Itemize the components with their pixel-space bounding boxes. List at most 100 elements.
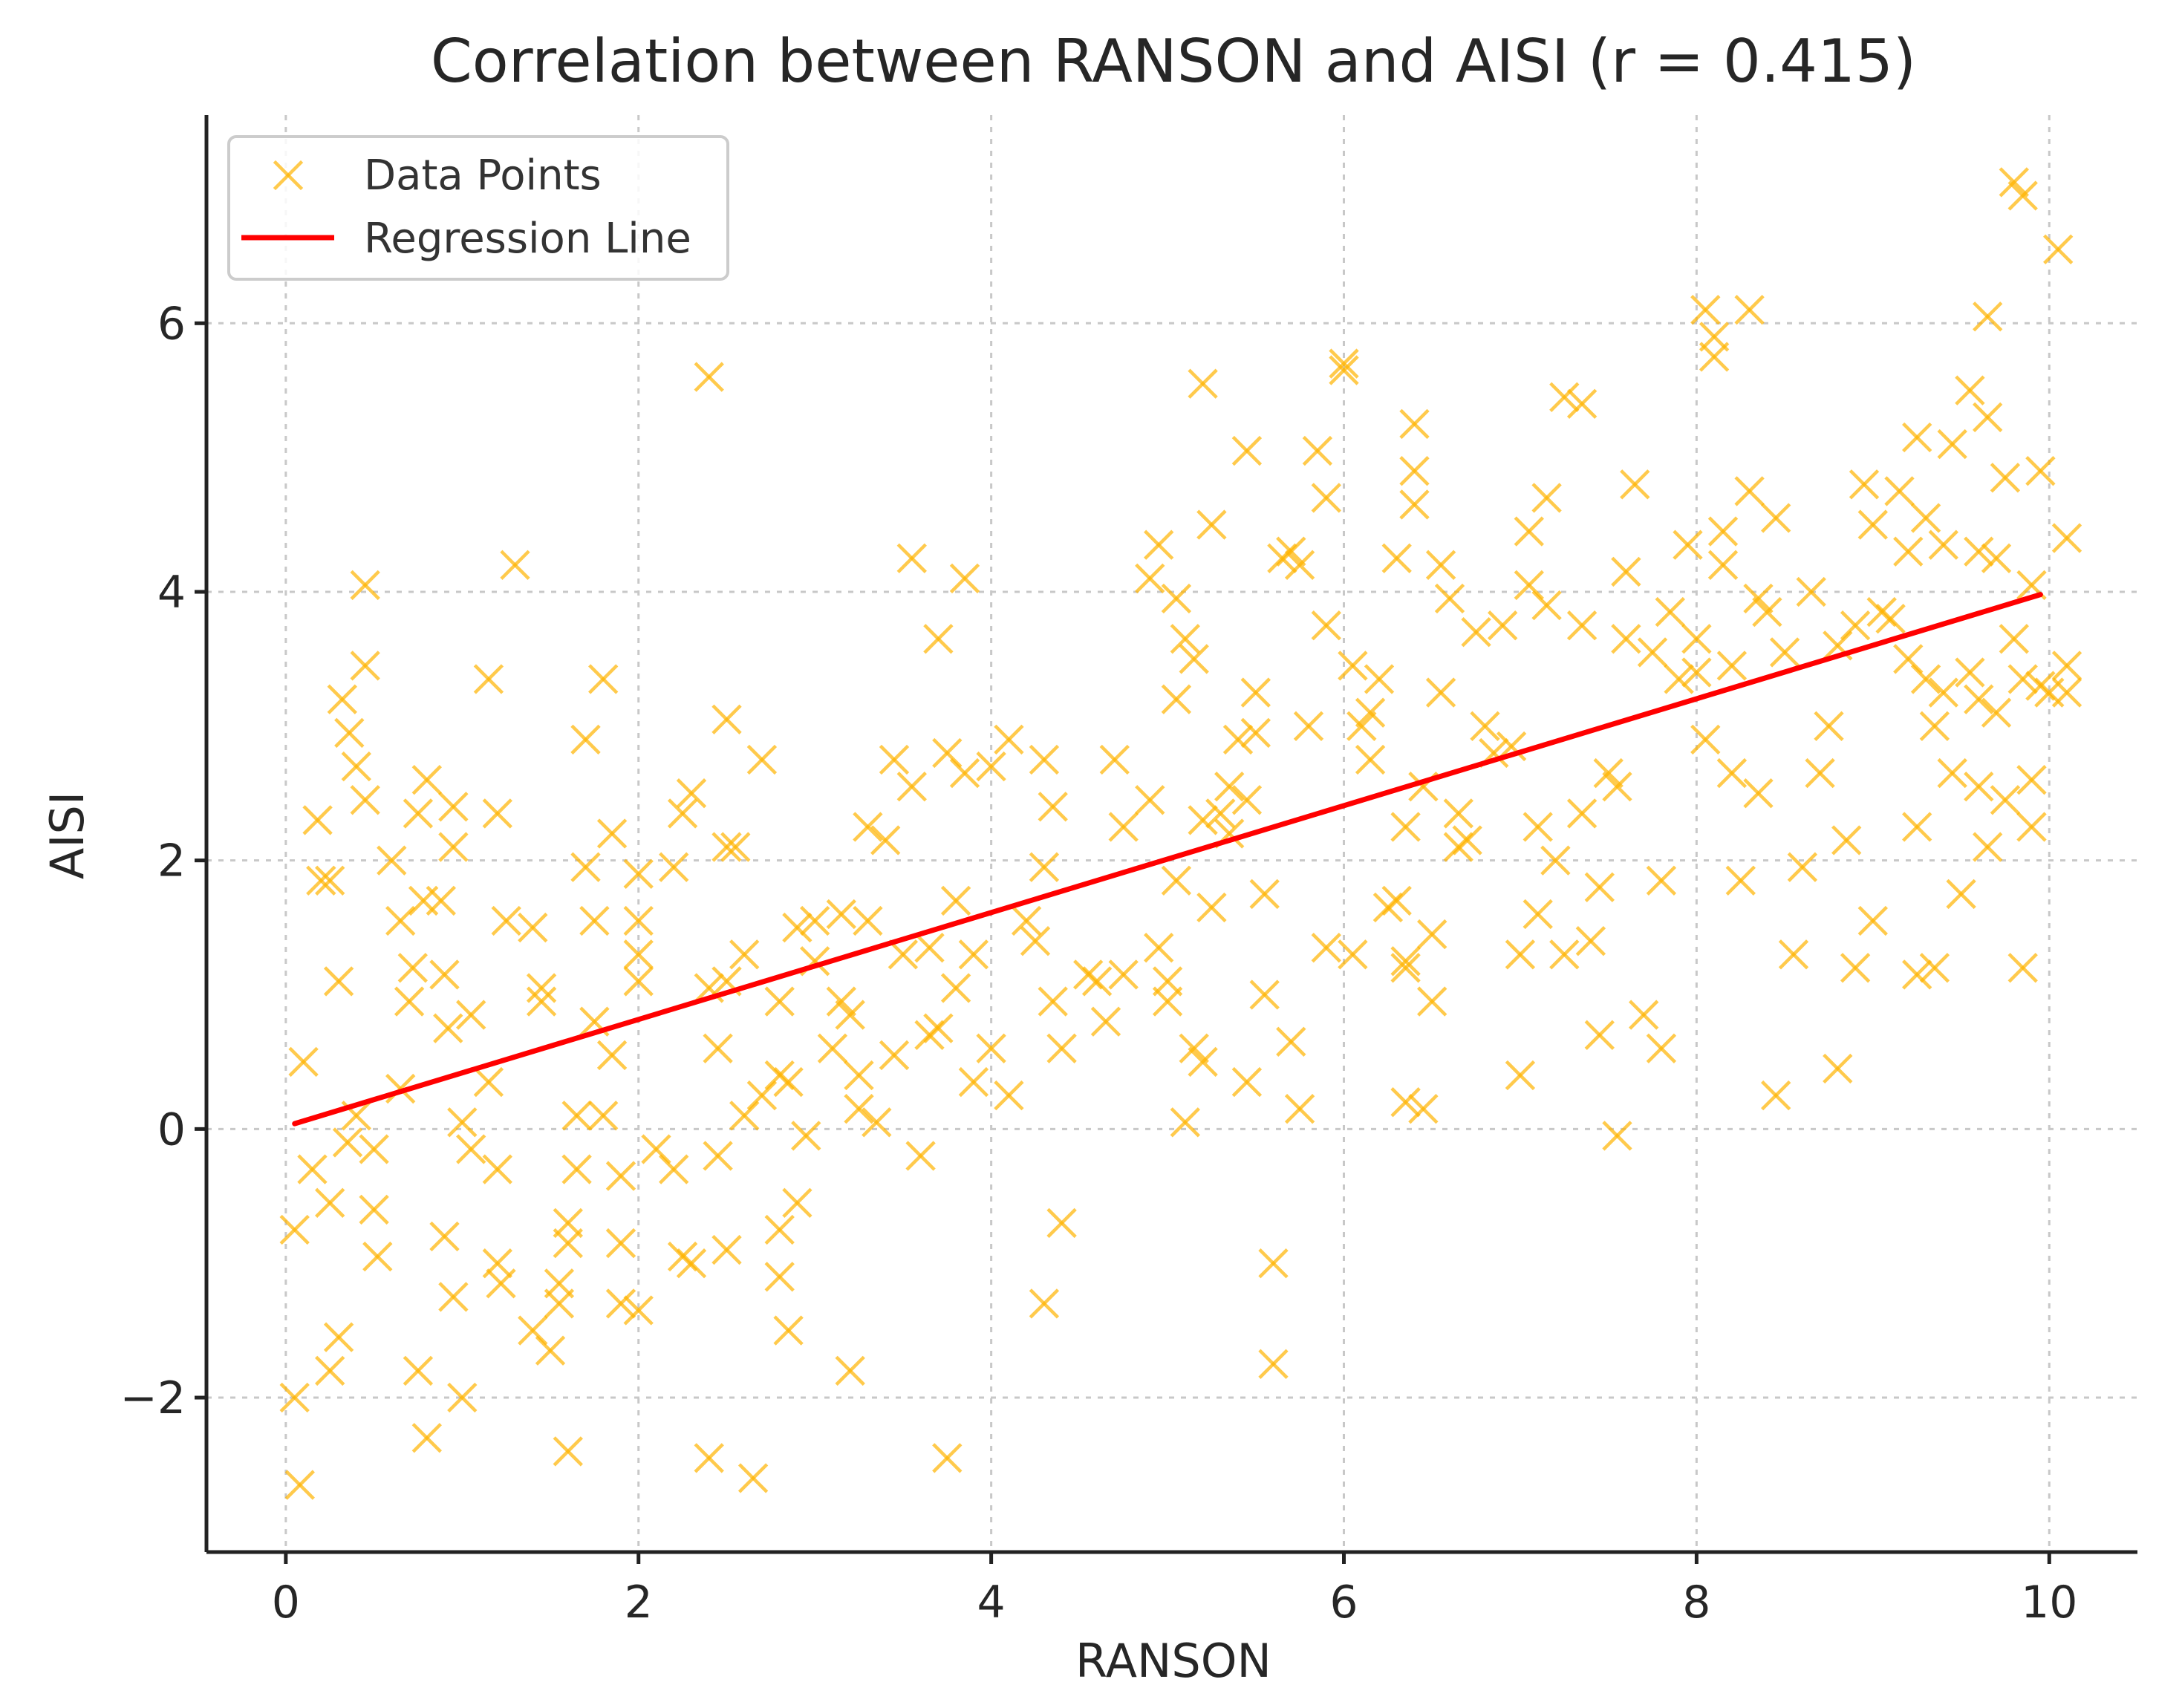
data-point [1981, 697, 2012, 728]
data-point [1417, 919, 1447, 950]
data-point [1761, 1080, 1791, 1111]
data-point [403, 1355, 434, 1386]
data-point [800, 905, 830, 936]
data-point [1231, 435, 1263, 466]
data-point [588, 1101, 619, 1131]
data-point [1955, 375, 1985, 405]
data-point [1761, 503, 1791, 533]
data-point [1690, 724, 1721, 755]
data-point [703, 1033, 733, 1063]
data-point [1020, 926, 1051, 956]
data-point [1108, 959, 1139, 990]
data-point [341, 751, 371, 782]
data-point [835, 1355, 865, 1386]
data-point [623, 858, 654, 889]
data-point [1293, 711, 1324, 741]
data-point [1849, 469, 1880, 500]
data-point [879, 1040, 910, 1071]
data-point [385, 905, 416, 936]
data-point [958, 1066, 989, 1098]
x-tick-label: 8 [1682, 1577, 1710, 1629]
data-point [1514, 570, 1544, 601]
data-point [447, 1107, 478, 1138]
data-point [870, 825, 901, 855]
data-point [1452, 825, 1482, 855]
data-point [1884, 476, 1915, 506]
data-point [1531, 590, 1562, 621]
data-point [1919, 711, 1950, 741]
data-point [1964, 772, 1994, 802]
data-point [1699, 342, 1730, 372]
data-point [1417, 986, 1447, 1017]
data-point [940, 973, 971, 1003]
data-point [1805, 757, 1835, 789]
data-point [334, 717, 365, 749]
data-point [350, 785, 380, 815]
data-point [1029, 852, 1060, 882]
data-point [958, 939, 989, 970]
data-point [1549, 382, 1580, 412]
data-point [896, 543, 927, 573]
data-point [288, 1046, 319, 1078]
data-point [826, 986, 856, 1017]
data-point [1566, 798, 1598, 829]
data-point [1531, 483, 1562, 513]
data-point [994, 724, 1024, 755]
data-point [1928, 677, 1958, 708]
data-point [284, 1470, 315, 1500]
data-point [553, 1228, 583, 1259]
data-point [332, 1127, 363, 1158]
data-point [456, 1000, 486, 1030]
data-point [394, 986, 425, 1017]
data-point [315, 1187, 345, 1218]
data-point [782, 1187, 812, 1218]
data-point [1408, 1094, 1439, 1124]
data-point [561, 1154, 592, 1184]
data-point [1152, 966, 1183, 997]
data-point [473, 664, 504, 694]
data-point [1752, 596, 1782, 628]
data-point [605, 1228, 636, 1259]
data-point [1144, 529, 1174, 560]
data-point [302, 805, 333, 835]
data-point [1973, 402, 2003, 433]
data-point [1540, 845, 1571, 876]
data-point [1231, 785, 1263, 815]
data-point [1910, 664, 1941, 694]
regression-line-layer [292, 592, 2043, 1127]
data-point [1575, 926, 1606, 956]
data-point [1840, 953, 1871, 983]
data-point [1990, 463, 2021, 493]
data-point [835, 1000, 865, 1030]
data-point [1355, 744, 1386, 775]
data-point [605, 1288, 636, 1319]
data-point [641, 1134, 671, 1164]
data-point [1646, 1033, 1677, 1063]
data-point [817, 1033, 848, 1063]
data-point [2016, 765, 2047, 795]
data-point [1973, 832, 2003, 862]
data-point [676, 778, 707, 809]
data-point [1734, 476, 1765, 506]
data-point [844, 1060, 874, 1091]
data-point [1038, 792, 1068, 822]
data-point [1620, 469, 1650, 500]
data-point [279, 1214, 310, 1245]
data-point [1584, 872, 1615, 902]
data-point [1787, 852, 1818, 882]
data-point [579, 905, 610, 936]
data-point [1964, 536, 1994, 567]
data-point [1796, 576, 1826, 607]
data-point [1549, 939, 1580, 970]
data-point [2051, 523, 2082, 553]
data-point [2007, 953, 2038, 983]
data-point [570, 724, 601, 755]
data-point [2007, 180, 2038, 211]
data-point [1258, 1349, 1289, 1379]
data-point [1364, 664, 1395, 694]
data-point [905, 1141, 936, 1171]
data-point [482, 1154, 512, 1184]
data-point [1381, 543, 1412, 573]
data-point [1778, 939, 1809, 970]
